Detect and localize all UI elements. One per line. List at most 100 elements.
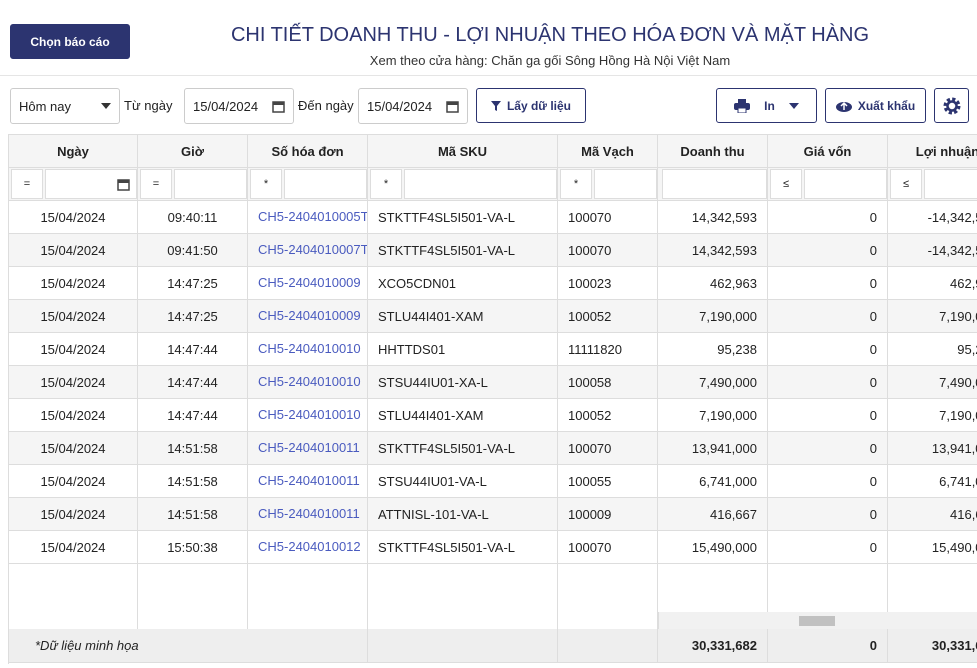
table-cell: 100052 <box>558 300 658 333</box>
to-date[interactable]: 15/04/2024 <box>358 88 468 124</box>
table-cell: 15/04/2024 <box>9 201 138 234</box>
filter-input[interactable] <box>45 169 137 199</box>
column-filler <box>558 564 658 629</box>
filter-operator[interactable]: = <box>140 169 172 199</box>
table-cell: 14:51:58 <box>138 432 248 465</box>
table-cell: 100058 <box>558 366 658 399</box>
fetch-button[interactable]: Lấy dữ liệu <box>476 88 586 123</box>
table-cell: 0 <box>768 465 888 498</box>
table-cell: STKTTF4SL5I501-VA-L <box>368 432 558 465</box>
print-button[interactable]: In <box>716 88 817 123</box>
table-cell: 0 <box>768 498 888 531</box>
filter-input[interactable] <box>804 169 887 199</box>
column-header: Doanh thu <box>658 135 768 168</box>
table-cell: -14,342,593 <box>888 234 977 267</box>
column-header: Số hóa đơn <box>248 135 368 168</box>
table-cell: 15/04/2024 <box>9 234 138 267</box>
table-cell: 0 <box>768 399 888 432</box>
filter-input[interactable] <box>662 169 767 199</box>
scroll-thumb[interactable] <box>799 616 835 626</box>
filter-operator[interactable]: = <box>11 169 43 199</box>
filter-operator[interactable]: ≤ <box>770 169 802 199</box>
data-grid: Ngày = Giờ = Số hóa đơn * Mã SKU * Mã Vạch * Doanh… <box>8 134 977 664</box>
table-cell: STSU44IU01-VA-L <box>368 465 558 498</box>
print-icon <box>734 98 751 113</box>
table-cell: 14:47:44 <box>138 366 248 399</box>
table-cell: STLU44I401-XAM <box>368 399 558 432</box>
settings-button[interactable] <box>934 88 969 123</box>
table-cell: 15/04/2024 <box>9 300 138 333</box>
column-filler <box>658 564 768 629</box>
scrollbar[interactable] <box>658 612 977 629</box>
filter-input[interactable] <box>284 169 367 199</box>
table-cell: 15/04/2024 <box>9 432 138 465</box>
filter-input[interactable] <box>924 169 977 199</box>
table-cell: CH5-2404010011 <box>248 498 368 531</box>
filter-operator[interactable]: * <box>560 169 592 199</box>
table-cell: 13,941,000 <box>658 432 768 465</box>
table-cell: STLU44I401-XAM <box>368 300 558 333</box>
column-filler <box>768 564 888 629</box>
report-button[interactable]: Chọn báo cáo <box>10 24 130 59</box>
table-cell: 14:47:25 <box>138 267 248 300</box>
table-cell: 14,342,593 <box>658 234 768 267</box>
table-cell: 0 <box>768 300 888 333</box>
column-filler <box>368 564 558 629</box>
table-cell: 416,667 <box>888 498 977 531</box>
to-label: Đến ngày <box>298 98 354 113</box>
filter-operator[interactable]: * <box>370 169 402 199</box>
filter-cell: * <box>248 168 368 201</box>
table-cell: 15,490,000 <box>658 531 768 564</box>
column-filler <box>9 564 138 629</box>
table-cell: STSU44IU01-XA-L <box>368 366 558 399</box>
table-cell: 100070 <box>558 234 658 267</box>
table-cell: 15/04/2024 <box>9 366 138 399</box>
table-cell: 14:51:58 <box>138 498 248 531</box>
table-cell: STKTTF4SL5I501-VA-L <box>368 531 558 564</box>
fetch-label: Lấy dữ liệu <box>506 98 572 113</box>
from-date-text: 15/04/2024 <box>193 98 259 114</box>
column-header: Giá vốn <box>768 135 888 168</box>
period-select[interactable]: Hôm nay <box>10 88 120 124</box>
table-cell: 7,490,000 <box>658 366 768 399</box>
table-cell: 7,190,000 <box>658 399 768 432</box>
to-date-text: 15/04/2024 <box>367 98 433 114</box>
table-cell: CH5-2404010009 <box>248 267 368 300</box>
table-cell: 95,238 <box>888 333 977 366</box>
column-filler <box>138 564 248 629</box>
table-cell: 15/04/2024 <box>9 531 138 564</box>
table-cell: 100070 <box>558 432 658 465</box>
from-date[interactable]: 15/04/2024 <box>184 88 294 124</box>
table-cell: CH5-2404010007T <box>248 234 368 267</box>
table-cell: 0 <box>768 432 888 465</box>
table-cell: 14:51:58 <box>138 465 248 498</box>
table-cell: 15/04/2024 <box>9 399 138 432</box>
filter-cell: ≤ <box>888 168 977 201</box>
filter-operator[interactable]: ≤ <box>890 169 922 199</box>
table-cell: 462,963 <box>658 267 768 300</box>
filter-cell <box>658 168 768 201</box>
table-cell: 15/04/2024 <box>9 267 138 300</box>
table-cell: 100070 <box>558 531 658 564</box>
caret <box>788 102 799 109</box>
table-cell: 7,190,000 <box>658 300 768 333</box>
filter-input[interactable] <box>174 169 247 199</box>
filter-cell: * <box>558 168 658 201</box>
filter-icon <box>490 100 501 111</box>
footer-total: 30,331,682 <box>888 629 977 663</box>
table-cell: 0 <box>768 201 888 234</box>
table-cell: CH5-2404010010 <box>248 399 368 432</box>
filter-operator[interactable]: * <box>250 169 282 199</box>
export-button[interactable]: Xuất khẩu <box>825 88 926 123</box>
table-cell: CH5-2404010011 <box>248 432 368 465</box>
column-header: Ngày <box>9 135 138 168</box>
footer-cell <box>368 629 558 663</box>
column-header: Giờ <box>138 135 248 168</box>
gear-icon <box>943 97 960 114</box>
column-filler <box>248 564 368 629</box>
table-cell: CH5-2404010012 <box>248 531 368 564</box>
filter-input[interactable] <box>404 169 557 199</box>
footer-total: 0 <box>768 629 888 663</box>
filter-input[interactable] <box>594 169 657 199</box>
table-cell: 416,667 <box>658 498 768 531</box>
